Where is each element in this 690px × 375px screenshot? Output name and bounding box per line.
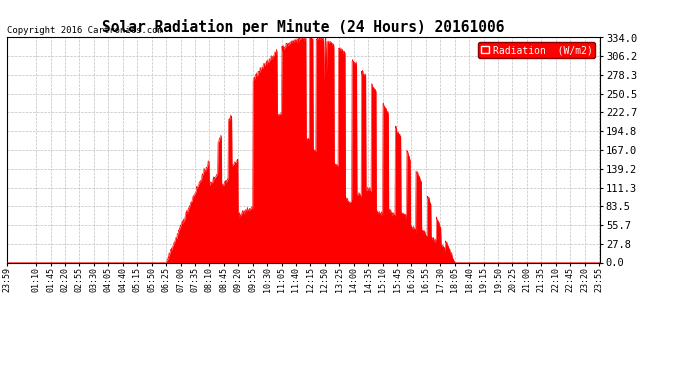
Title: Solar Radiation per Minute (24 Hours) 20161006: Solar Radiation per Minute (24 Hours) 20… <box>102 19 505 35</box>
Legend: Radiation  (W/m2): Radiation (W/m2) <box>478 42 595 58</box>
Text: Copyright 2016 Cartronics.com: Copyright 2016 Cartronics.com <box>7 26 163 35</box>
